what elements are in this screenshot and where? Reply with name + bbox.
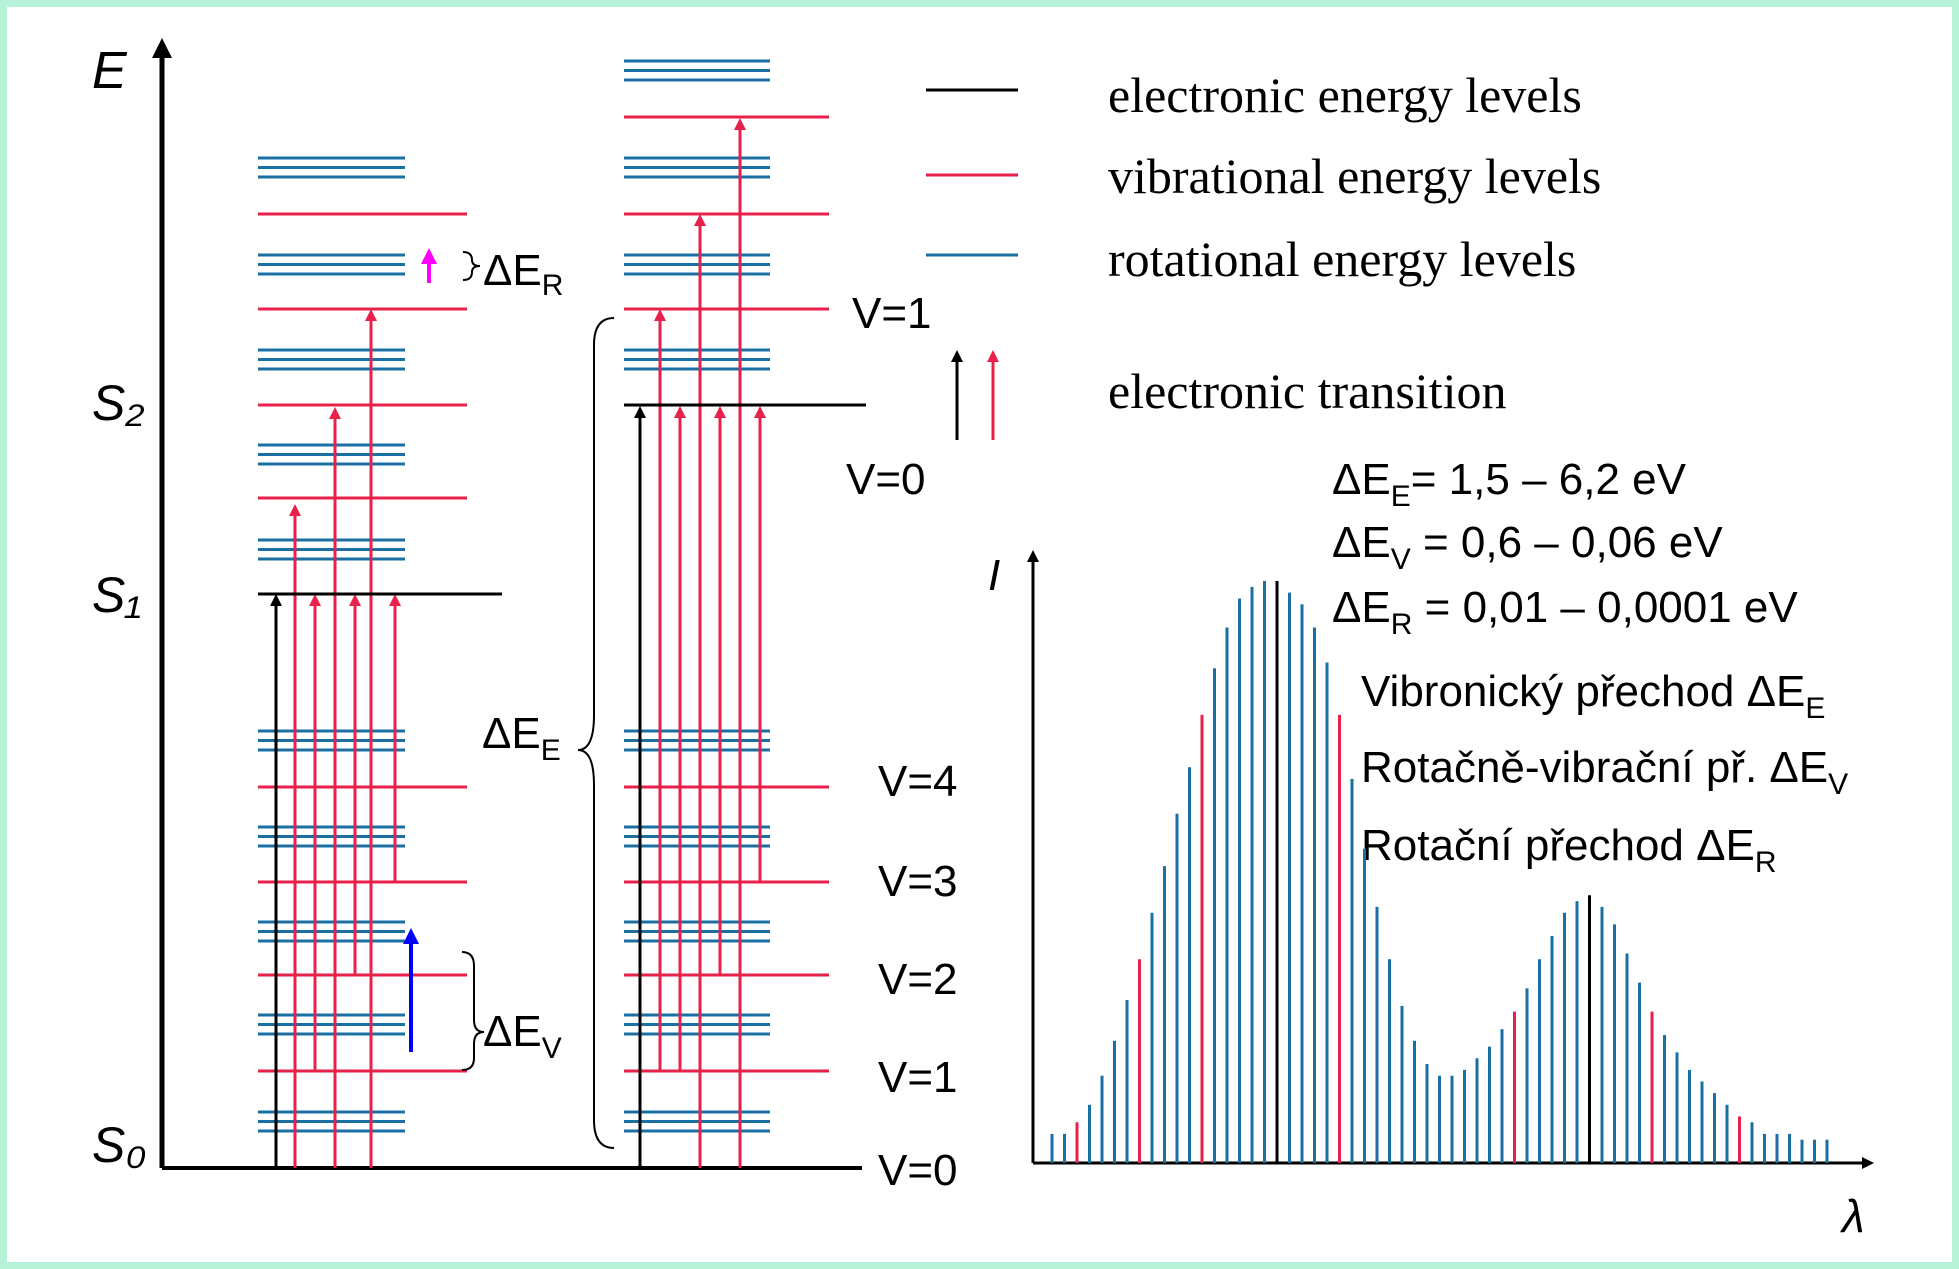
delta-v-label: ΔEV [483, 1007, 562, 1065]
energy-range-v: ΔEV = 0,6 – 0,06 eV [1332, 518, 1723, 576]
legend-vibrational-label: vibrational energy levels [1108, 148, 1601, 204]
legend-transition-label: electronic transition [1108, 363, 1506, 419]
state-label-s2: S₂ [92, 375, 144, 431]
vib-label-lower-4: V=4 [878, 757, 958, 806]
energy-levels [258, 59, 829, 1133]
transition-type-rotational: Rotační přechod ΔER [1361, 821, 1777, 879]
energy-range-e: ΔEE= 1,5 – 6,2 eV [1332, 455, 1687, 513]
energy-range-r: ΔER = 0,01 – 0,0001 eV [1332, 583, 1798, 641]
transition-type-vibronic: Vibronický přechod ΔEE [1361, 667, 1825, 725]
energy-axis-label: E [92, 42, 128, 100]
intensity-axis-label: I [988, 551, 1000, 600]
wavelength-axis-label: λ [1839, 1190, 1865, 1242]
delta-e-label: ΔEE [482, 709, 561, 767]
legend-electronic-label: electronic energy levels [1108, 67, 1582, 123]
vib-label-lower-0: V=0 [878, 1146, 958, 1195]
state-label-s1: S₁ [92, 567, 141, 623]
delta-r-brace [462, 251, 481, 281]
delta-e-brace [577, 317, 615, 1149]
vib-label-lower-1: V=1 [878, 1053, 958, 1102]
vib-label-upper-1: V=1 [852, 289, 932, 338]
vib-label-lower-3: V=3 [878, 857, 958, 906]
transition-type-rovibrational: Rotačně-vibrační př. ΔEV [1361, 743, 1848, 801]
vib-label-lower-2: V=2 [878, 955, 958, 1004]
delta-r-label: ΔER [483, 246, 563, 302]
delta-v-brace [461, 951, 485, 1071]
legend-rotational-label: rotational energy levels [1108, 231, 1576, 287]
vib-label-upper-0: V=0 [846, 455, 926, 504]
spectrum-lines [1050, 581, 1829, 1163]
transition-arrows [270, 118, 766, 1168]
state-label-s0: S₀ [92, 1117, 146, 1173]
